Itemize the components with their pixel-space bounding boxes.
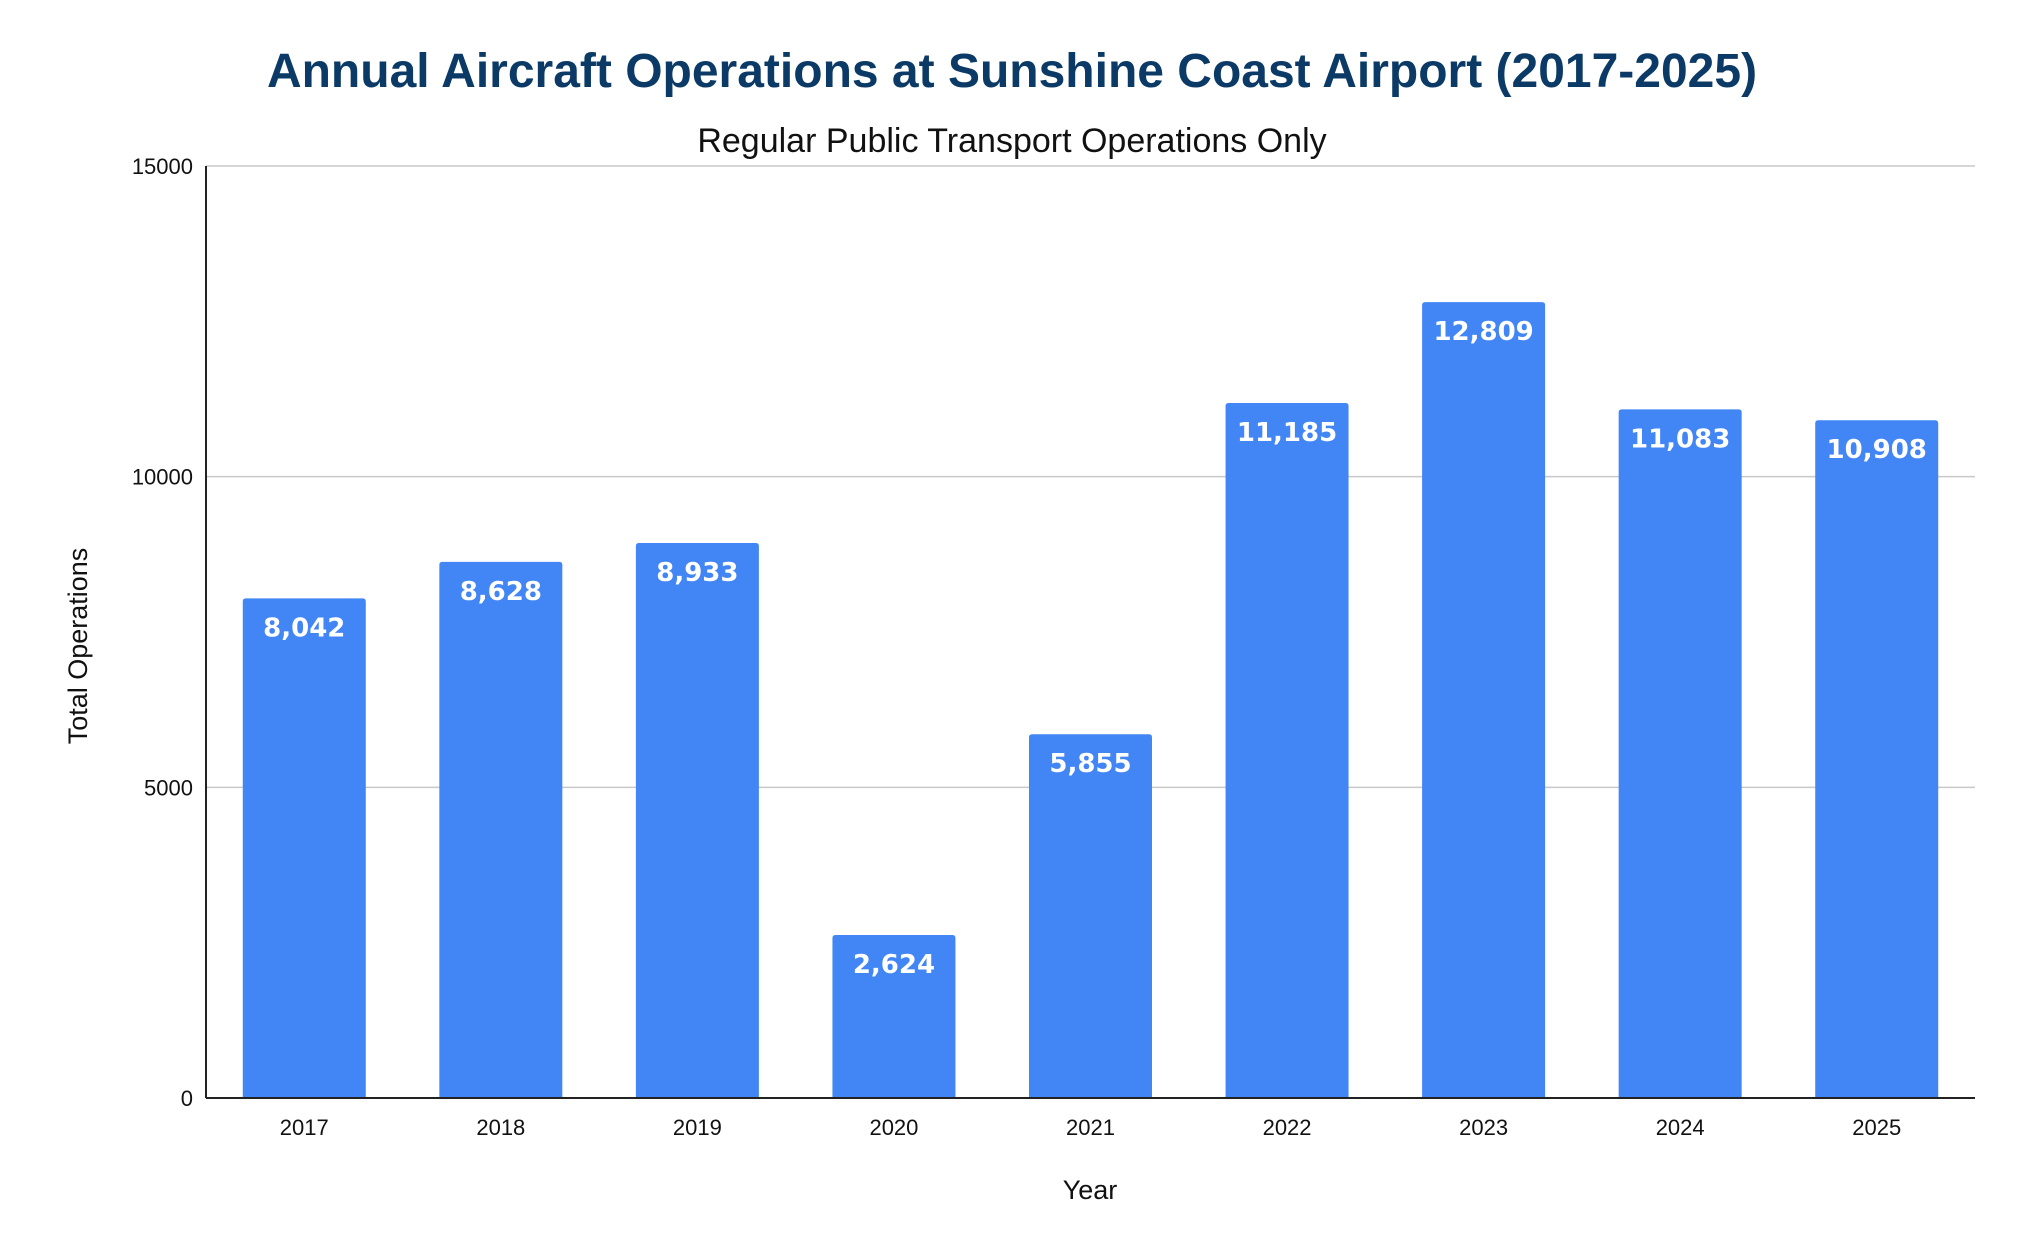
bar-2020 <box>832 934 956 1098</box>
data-labels: 8,042 8,628 8,933 2,624 5,855 11,185 12,809 11,… <box>263 317 1927 980</box>
y-tick-label: 5000 <box>144 775 193 800</box>
chart-subtitle: Regular Public Transport Operations Only <box>697 122 1326 160</box>
chart-title: Annual Aircraft Operations at Sunshine C… <box>267 45 1757 98</box>
x-tick-label: 2018 <box>476 1115 525 1140</box>
y-tick-label: 0 <box>181 1086 193 1111</box>
data-label: 11,185 <box>1237 418 1337 448</box>
bar-2017 <box>242 598 366 1098</box>
x-tick-label: 2021 <box>1066 1115 1115 1140</box>
y-tick-label: 10000 <box>132 465 193 490</box>
data-label: 8,933 <box>656 558 738 588</box>
x-tick-label: 2019 <box>673 1115 722 1140</box>
data-label: 8,042 <box>263 613 345 643</box>
y-axis-ticks: 0 5000 10000 15000 <box>132 154 193 1111</box>
data-label: 2,624 <box>853 950 935 980</box>
bar-2024 <box>1618 409 1742 1098</box>
bar-2021 <box>1029 734 1152 1098</box>
x-tick-label: 2024 <box>1656 1115 1705 1140</box>
x-tick-label: 2020 <box>869 1115 918 1140</box>
x-axis-label: Year <box>1063 1175 1118 1205</box>
x-tick-label: 2025 <box>1852 1115 1901 1140</box>
data-label: 12,809 <box>1433 317 1533 347</box>
x-axis-ticks: 2017 2018 2019 2020 2021 2022 2023 2024 2025 <box>280 1115 1901 1140</box>
bar-2022 <box>1225 403 1349 1098</box>
data-label: 5,855 <box>1049 749 1131 779</box>
bar-2023 <box>1422 302 1546 1098</box>
bars <box>242 302 1939 1098</box>
bar-2025 <box>1815 420 1939 1098</box>
data-label: 11,083 <box>1630 424 1730 454</box>
bar-2019 <box>635 542 759 1098</box>
y-axis-label: Total Operations <box>63 548 93 745</box>
data-label: 8,628 <box>460 577 542 607</box>
bar-2018 <box>439 561 563 1098</box>
x-tick-label: 2022 <box>1263 1115 1312 1140</box>
data-label: 10,908 <box>1827 435 1927 465</box>
y-tick-label: 15000 <box>132 154 193 179</box>
x-tick-label: 2017 <box>280 1115 329 1140</box>
x-tick-label: 2023 <box>1459 1115 1508 1140</box>
